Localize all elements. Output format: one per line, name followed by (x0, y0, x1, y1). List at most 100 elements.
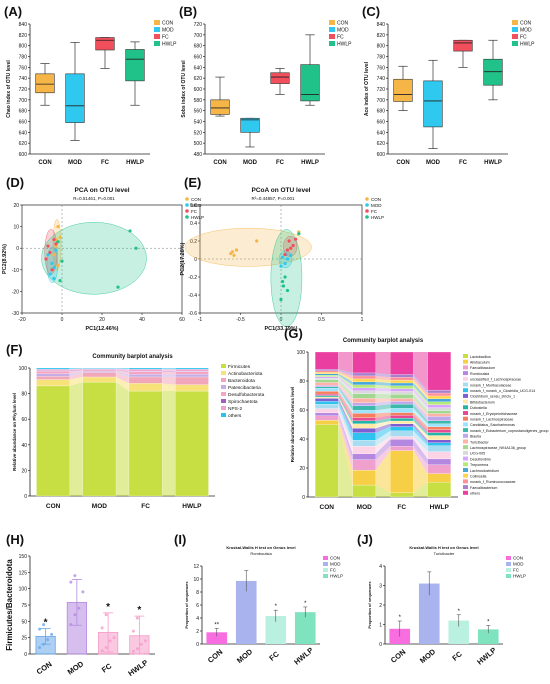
flow-band (338, 369, 353, 376)
legend-entry: Actinobacteriota (228, 371, 263, 377)
legend-entry: CON (330, 556, 340, 561)
bar-segment (315, 415, 339, 421)
flow-band (338, 398, 353, 433)
y-tick-label: -10 (12, 268, 19, 274)
bar-segment (352, 459, 376, 471)
point-con (255, 239, 259, 243)
bar-segment (315, 395, 339, 398)
flow-band (375, 375, 391, 381)
flow-band (69, 368, 83, 371)
boxplot-panel-b: 480 500 520 540 560 580 600 620 640 660 680 700 720 S… (181, 20, 352, 166)
bar-segment (352, 372, 376, 377)
legend-dot (365, 215, 369, 219)
x-tick-label: MOD (357, 504, 372, 511)
significance-mark: * (275, 604, 278, 610)
x-tick-label: -0.5 (236, 317, 245, 323)
legend-entry: Dubosiella (470, 406, 487, 410)
axis-label: Proportion of sequences (367, 581, 372, 629)
bar-segment (315, 398, 339, 402)
data-point (112, 636, 116, 640)
flow-band (413, 374, 428, 394)
x-tick-label: HWLP (126, 658, 149, 678)
bar-segment (175, 367, 209, 370)
data-point (69, 580, 73, 584)
point-hwlp (297, 232, 301, 236)
y-tick-label: 680 (194, 44, 203, 50)
legend-swatch (463, 479, 468, 484)
bar-segment (390, 380, 414, 384)
legend-swatch (221, 399, 226, 403)
point-hwlp (128, 229, 132, 233)
flow-band (338, 404, 353, 447)
y-tick-label: 60 (21, 417, 27, 423)
legend-entry: CON (371, 197, 381, 202)
x-tick-label: 0 (280, 317, 283, 323)
legend-swatch (329, 34, 335, 39)
data-point (46, 638, 50, 642)
point-fc (52, 237, 56, 242)
legend-entry: MOD (191, 203, 202, 208)
x-tick-label: CON (213, 160, 226, 166)
legend-swatch (463, 485, 468, 490)
legend-entry: MOD (162, 28, 174, 34)
box-fc (453, 39, 473, 52)
bar-segment (82, 367, 117, 369)
y-tick-label: 720 (194, 22, 203, 28)
legend-entry: MOD (520, 28, 532, 34)
flow-band (338, 379, 353, 399)
legend-entry: MOD (337, 28, 349, 34)
bar-segment (427, 432, 451, 436)
x-tick-label: HWLP (301, 160, 319, 166)
flow-band (375, 384, 391, 389)
y-tick-label: 10 (13, 225, 19, 231)
bar-segment (427, 416, 451, 421)
data-point (77, 606, 81, 610)
point-mod (281, 255, 285, 259)
flow-band (69, 372, 83, 380)
boxplot-panel-a: 600 620 640 660 680 700 720 740 760 780 800 820 840 C… (6, 20, 177, 166)
legend-swatch (154, 20, 160, 25)
x-tick-label: FC (450, 649, 464, 663)
significance-mark: * (106, 602, 110, 613)
legend-entry: Candidatus_Saccharimonas (470, 423, 515, 427)
bar-mod (235, 580, 257, 644)
bar-fc (265, 616, 287, 644)
y-tick-label: -0.6 (188, 311, 197, 317)
flow-band (338, 382, 353, 403)
bar-segment (390, 450, 414, 493)
flow-band (375, 446, 391, 471)
legend-entry: norank_f_Muribaculaceae (470, 383, 511, 387)
flow-band (413, 482, 428, 497)
bar-segment (315, 382, 339, 386)
legend-swatch (154, 27, 160, 32)
legend-entry: HWLP (337, 42, 352, 48)
legend-entry: Collinsella (470, 475, 486, 479)
x-tick-label: 60 (179, 317, 185, 323)
flow-band (116, 368, 129, 372)
legend-swatch (463, 382, 468, 387)
bar-hwlp (294, 612, 316, 644)
bar-segment (175, 374, 209, 378)
flow-band (375, 372, 391, 378)
bar-segment (390, 382, 414, 386)
y-tick-label: 740 (377, 76, 386, 82)
point-hwlp (116, 285, 120, 289)
legend-swatch (323, 562, 328, 566)
flow-band (69, 368, 83, 370)
bar-segment (390, 403, 414, 409)
y-tick-label: 0 (379, 642, 382, 648)
point-hwlp (58, 279, 62, 283)
flow-band (338, 388, 353, 414)
legend-entry: MOD (513, 562, 524, 567)
point-mod (283, 261, 287, 266)
flow-band (338, 396, 353, 429)
legend-swatch (463, 388, 468, 393)
legend-entry: Bifidobacterium (470, 400, 495, 404)
significance-mark: * (458, 609, 461, 615)
legend-dot (365, 203, 369, 207)
y-tick-label: 25 (21, 636, 27, 642)
box-hwlp (300, 64, 320, 102)
y-tick-label: 760 (19, 65, 28, 71)
flow-band (375, 401, 391, 406)
bar-segment (390, 436, 414, 440)
